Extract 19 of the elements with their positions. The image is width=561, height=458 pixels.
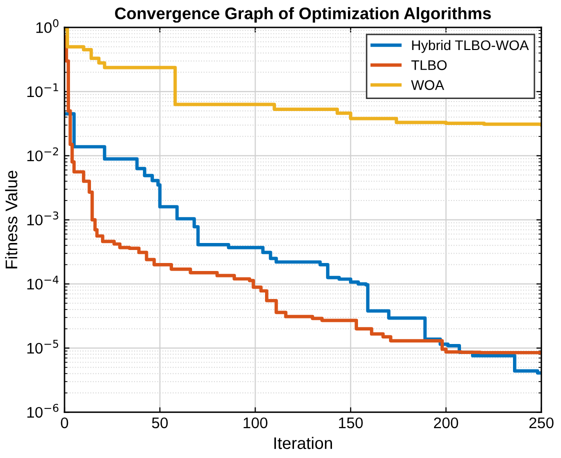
y-tick-label: 10$^{−3}$ xyxy=(27,211,58,226)
y-tick-label: 10$^{−5}$ xyxy=(27,340,58,354)
x-tick-label: 50 xyxy=(152,417,168,428)
y-tick-label: 10$^{−4}$ xyxy=(27,276,58,290)
y-tick-label: 10$^{0}$ xyxy=(36,19,58,34)
y-tick-label: 10$^{−6}$ xyxy=(27,404,58,418)
x-tick-label: 200 xyxy=(434,417,458,428)
legend-label: TLBO xyxy=(411,60,447,70)
x-tick-label: 250 xyxy=(529,417,554,428)
legend-label: WOA xyxy=(411,80,444,90)
y-axis-title: Fitness Value xyxy=(5,170,18,268)
x-axis-title: Iteration xyxy=(274,436,332,450)
x-tick-label: 100 xyxy=(244,417,268,428)
x-tick-label: 150 xyxy=(339,417,363,428)
chart-title: Convergence Graph of Optimization Algorithms xyxy=(115,7,491,23)
y-tick-label: 10$^{−2}$ xyxy=(27,147,58,162)
x-tick-label: 0 xyxy=(60,417,68,428)
legend-label: Hybrid TLBO-WOA xyxy=(412,40,529,53)
y-tick-label: 10$^{−1}$ xyxy=(27,83,58,98)
